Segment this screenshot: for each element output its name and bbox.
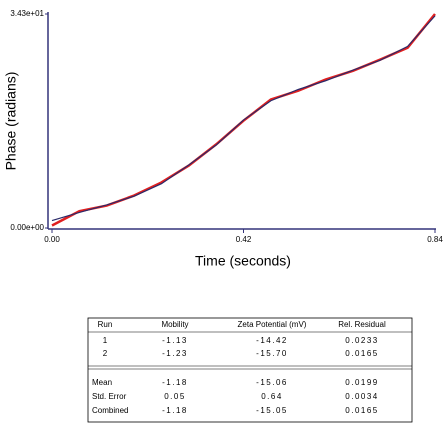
results-table [87,317,413,423]
table-cell: 0.0034 [345,392,378,401]
x-tick-label: 0.84 [427,235,443,244]
x-tick-label: 0.42 [236,235,252,244]
table-cell: 0.0233 [345,336,378,345]
x-tick-label: 0.00 [44,235,60,244]
table-cell: -1.23 [162,349,188,358]
table-header: Run [98,320,113,329]
table-cell: 0.0199 [345,378,378,387]
table-cell: -14.42 [256,336,288,345]
table-cell: -15.06 [256,378,288,387]
table-header: Rel. Residual [338,320,386,329]
row-label: 1 [103,336,108,345]
table-header: Mobility [161,320,188,329]
table-cell: -1.18 [162,406,188,415]
table-cell: 0.64 [261,392,283,401]
row-label: Std. Error [92,392,127,401]
table-cell: -15.05 [256,406,288,415]
x-axis-label: Time (seconds) [195,253,291,269]
table-cell: 0.0165 [345,349,378,358]
y-tick-label: 0.00e+00 [10,223,44,232]
table-header: Zeta Potential (mV) [238,320,307,329]
table-cell: 0.0165 [345,406,378,415]
row-label: Mean [92,378,112,387]
row-label: Combined [92,406,128,415]
row-label: 2 [103,349,108,358]
y-tick-label: 3.43e+01 [10,9,44,18]
y-axis-label: Phase (radians) [3,72,19,171]
table-cell: 0.05 [164,392,186,401]
table-cell: -1.18 [162,378,188,387]
fit-line [51,15,436,222]
table-cell: -15.70 [256,349,288,358]
table-cell: -1.13 [162,336,188,345]
